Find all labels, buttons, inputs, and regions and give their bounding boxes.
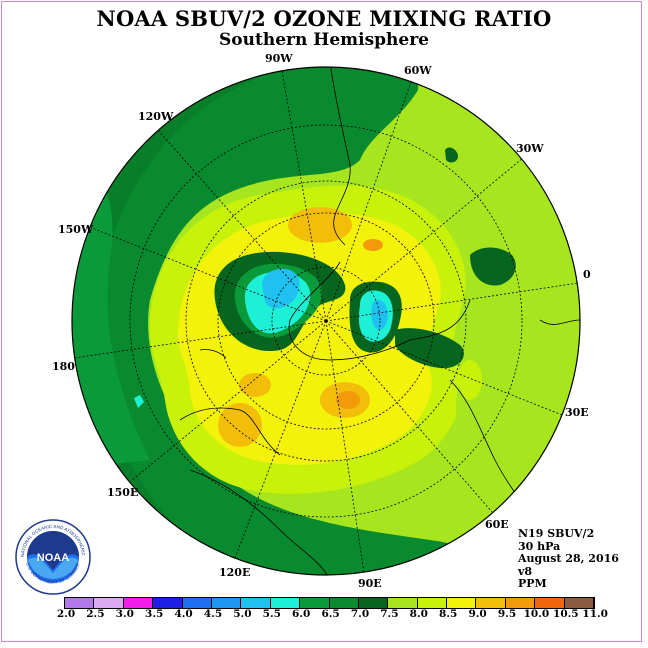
level-label: 30 hPa xyxy=(518,539,561,553)
graticule xyxy=(73,70,579,574)
noaa-logo: NOAA NATIONAL OCEANIC AND ATMOSPHERIC AD… xyxy=(14,518,91,595)
coastlines xyxy=(179,67,580,575)
colorbar-segment xyxy=(94,598,124,608)
colorbar-segment xyxy=(270,598,301,608)
colorbar-segment xyxy=(300,598,330,608)
lon-label: 120W xyxy=(138,110,174,123)
colorbar-tick-label: 4.5 xyxy=(203,608,223,620)
colorbar-segment xyxy=(211,598,242,608)
ozone-field xyxy=(72,67,580,575)
colorbar-tick-label: 3.5 xyxy=(145,608,164,620)
colorbar-segment xyxy=(153,598,183,608)
colorbar-tick-label: 5.5 xyxy=(262,608,281,620)
colorbar-tick-label: 4.0 xyxy=(174,608,193,620)
colorbar-segment xyxy=(417,598,448,608)
map-title: NOAA SBUV/2 OZONE MIXING RATIO xyxy=(96,6,552,31)
lon-label: 0 xyxy=(583,268,591,281)
colorbar-segment xyxy=(564,598,595,608)
colorbar-tick-label: 10.0 xyxy=(523,608,550,620)
colorbar-tick-label: 3.0 xyxy=(115,608,134,620)
colorbar-segment xyxy=(358,598,389,608)
colorbar-segment xyxy=(505,598,536,608)
colorbar-ticks: 2.0 2.5 3.0 3.5 4.0 4.5 5.0 5.5 6.0 6.5 7.0 7.5 8.0 8… xyxy=(0,608,648,622)
date-label: August 28, 2016 xyxy=(518,552,619,565)
metadata-block: N19 SBUV/2 30 hPa August 28, 2016 v8 PPM xyxy=(518,527,619,591)
colorbar-tick-label: 6.5 xyxy=(321,608,340,620)
lon-label: 90E xyxy=(358,577,382,590)
lon-label: 150W xyxy=(58,223,94,236)
page-frame xyxy=(1,1,642,642)
colorbar-segment xyxy=(535,598,565,608)
colorbar-tick-label: 7.5 xyxy=(380,608,399,620)
colorbar-segment xyxy=(241,598,271,608)
lon-label: 30W xyxy=(516,142,544,155)
colorbar-segment xyxy=(123,598,154,608)
colorbar-tick-label: 8.0 xyxy=(409,608,428,620)
colorbar-segment xyxy=(476,598,506,608)
lon-label: 90W xyxy=(265,52,293,65)
colorbar-tick-label: 11.0 xyxy=(582,608,608,620)
colorbar-tick-label: 5.0 xyxy=(233,608,252,620)
colorbar-tick-label: 7.0 xyxy=(350,608,370,620)
colorbar-segment xyxy=(182,598,212,608)
map-boundary xyxy=(71,66,581,576)
logo-text: NOAA xyxy=(37,552,69,564)
lon-label: 60E xyxy=(485,518,509,531)
lon-label: 30E xyxy=(565,406,589,419)
lon-label: 150E xyxy=(107,486,138,499)
colorbar-tick-label: 9.0 xyxy=(468,608,487,620)
lon-label: 180 xyxy=(52,360,75,373)
lon-label: 60W xyxy=(404,64,432,77)
colorbar-tick-label: 9.5 xyxy=(497,608,517,620)
colorbar-segment xyxy=(388,598,418,608)
colorbar-tick-label: 10.5 xyxy=(553,608,579,620)
version-label: v8 xyxy=(518,564,533,578)
lon-label: 120E xyxy=(219,566,250,579)
map-subtitle: Southern Hemisphere xyxy=(219,30,429,50)
colorbar xyxy=(64,597,596,609)
colorbar-tick-label: 2.0 xyxy=(56,608,76,620)
colorbar-segment xyxy=(447,598,477,608)
colorbar-tick-label: 8.5 xyxy=(439,608,458,620)
satellite-label: N19 SBUV/2 xyxy=(518,527,595,540)
colorbar-tick-label: 2.5 xyxy=(86,608,105,620)
colorbar-segment xyxy=(329,598,359,608)
colorbar-tick-label: 6.0 xyxy=(292,608,311,620)
units-label: PPM xyxy=(518,577,547,590)
colorbar-segment xyxy=(65,598,95,608)
longitude-labels: 90W 60W 30W 0 30E 60E 90E 120E 150E 180 … xyxy=(52,52,591,590)
